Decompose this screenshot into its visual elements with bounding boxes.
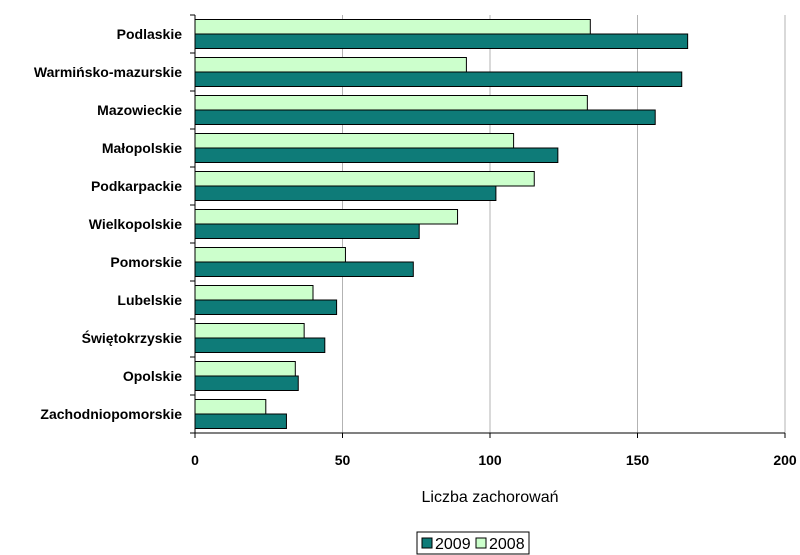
category-label: Podlaskie bbox=[117, 26, 183, 42]
bar-2008-10 bbox=[194, 399, 267, 415]
bars bbox=[194, 19, 689, 429]
x-tick-label: 0 bbox=[191, 452, 199, 468]
category-label: Wielkopolskie bbox=[89, 216, 182, 232]
legend-box bbox=[416, 531, 530, 555]
x-axis-title: Liczba zachorowań bbox=[422, 489, 559, 506]
bar-2009-6 bbox=[194, 261, 414, 277]
category-label: Podkarpackie bbox=[91, 178, 182, 194]
category-label: Małopolskie bbox=[102, 140, 182, 156]
bar-2008-9 bbox=[194, 361, 296, 377]
bar-2009-2 bbox=[194, 109, 656, 125]
category-label: Warmińsko-mazurskie bbox=[34, 64, 182, 80]
bar-2008-7 bbox=[194, 285, 314, 301]
bar-2009-8 bbox=[194, 337, 326, 353]
legend-label-2008: 2008 bbox=[489, 536, 525, 553]
legend: 2009 2008 bbox=[416, 531, 530, 555]
bar-2008-8 bbox=[194, 323, 305, 339]
category-label: Opolskie bbox=[123, 368, 182, 384]
legend-swatch-2009 bbox=[421, 537, 433, 549]
x-tick-label: 100 bbox=[478, 452, 502, 468]
x-tick-label: 50 bbox=[335, 452, 351, 468]
category-label: Lubelskie bbox=[117, 292, 182, 308]
legend-swatch-2008 bbox=[475, 537, 487, 549]
category-labels: Podlaskie Warmińsko-mazurskie Mazowieckie M… bbox=[34, 26, 182, 422]
bar-2008-6 bbox=[194, 247, 346, 263]
bar-2008-4 bbox=[194, 171, 535, 187]
bar-2009-1 bbox=[194, 71, 683, 87]
category-label: Pomorskie bbox=[110, 254, 182, 270]
bar-2008-0 bbox=[194, 19, 591, 35]
bar-2008-2 bbox=[194, 95, 588, 111]
bar-2009-3 bbox=[194, 147, 559, 163]
bar-2009-4 bbox=[194, 185, 497, 201]
x-tick-labels: 0 50 100 150 200 bbox=[191, 452, 797, 468]
bar-2008-3 bbox=[194, 133, 515, 149]
x-tick-label: 200 bbox=[773, 452, 797, 468]
bar-2008-5 bbox=[194, 209, 459, 225]
bar-2009-7 bbox=[194, 299, 338, 315]
legend-label-2009: 2009 bbox=[435, 536, 471, 553]
axes bbox=[190, 14, 786, 438]
category-label: Mazowieckie bbox=[97, 102, 182, 118]
x-tick-label: 150 bbox=[626, 452, 650, 468]
category-label: Świętokrzyskie bbox=[82, 329, 183, 346]
bar-2009-9 bbox=[194, 375, 299, 391]
bar-2008-1 bbox=[194, 57, 467, 73]
category-label: Zachodniopomorskie bbox=[40, 406, 182, 422]
bar-2009-10 bbox=[194, 413, 287, 429]
bar-2009-5 bbox=[194, 223, 420, 239]
bar-2009-0 bbox=[194, 33, 689, 49]
